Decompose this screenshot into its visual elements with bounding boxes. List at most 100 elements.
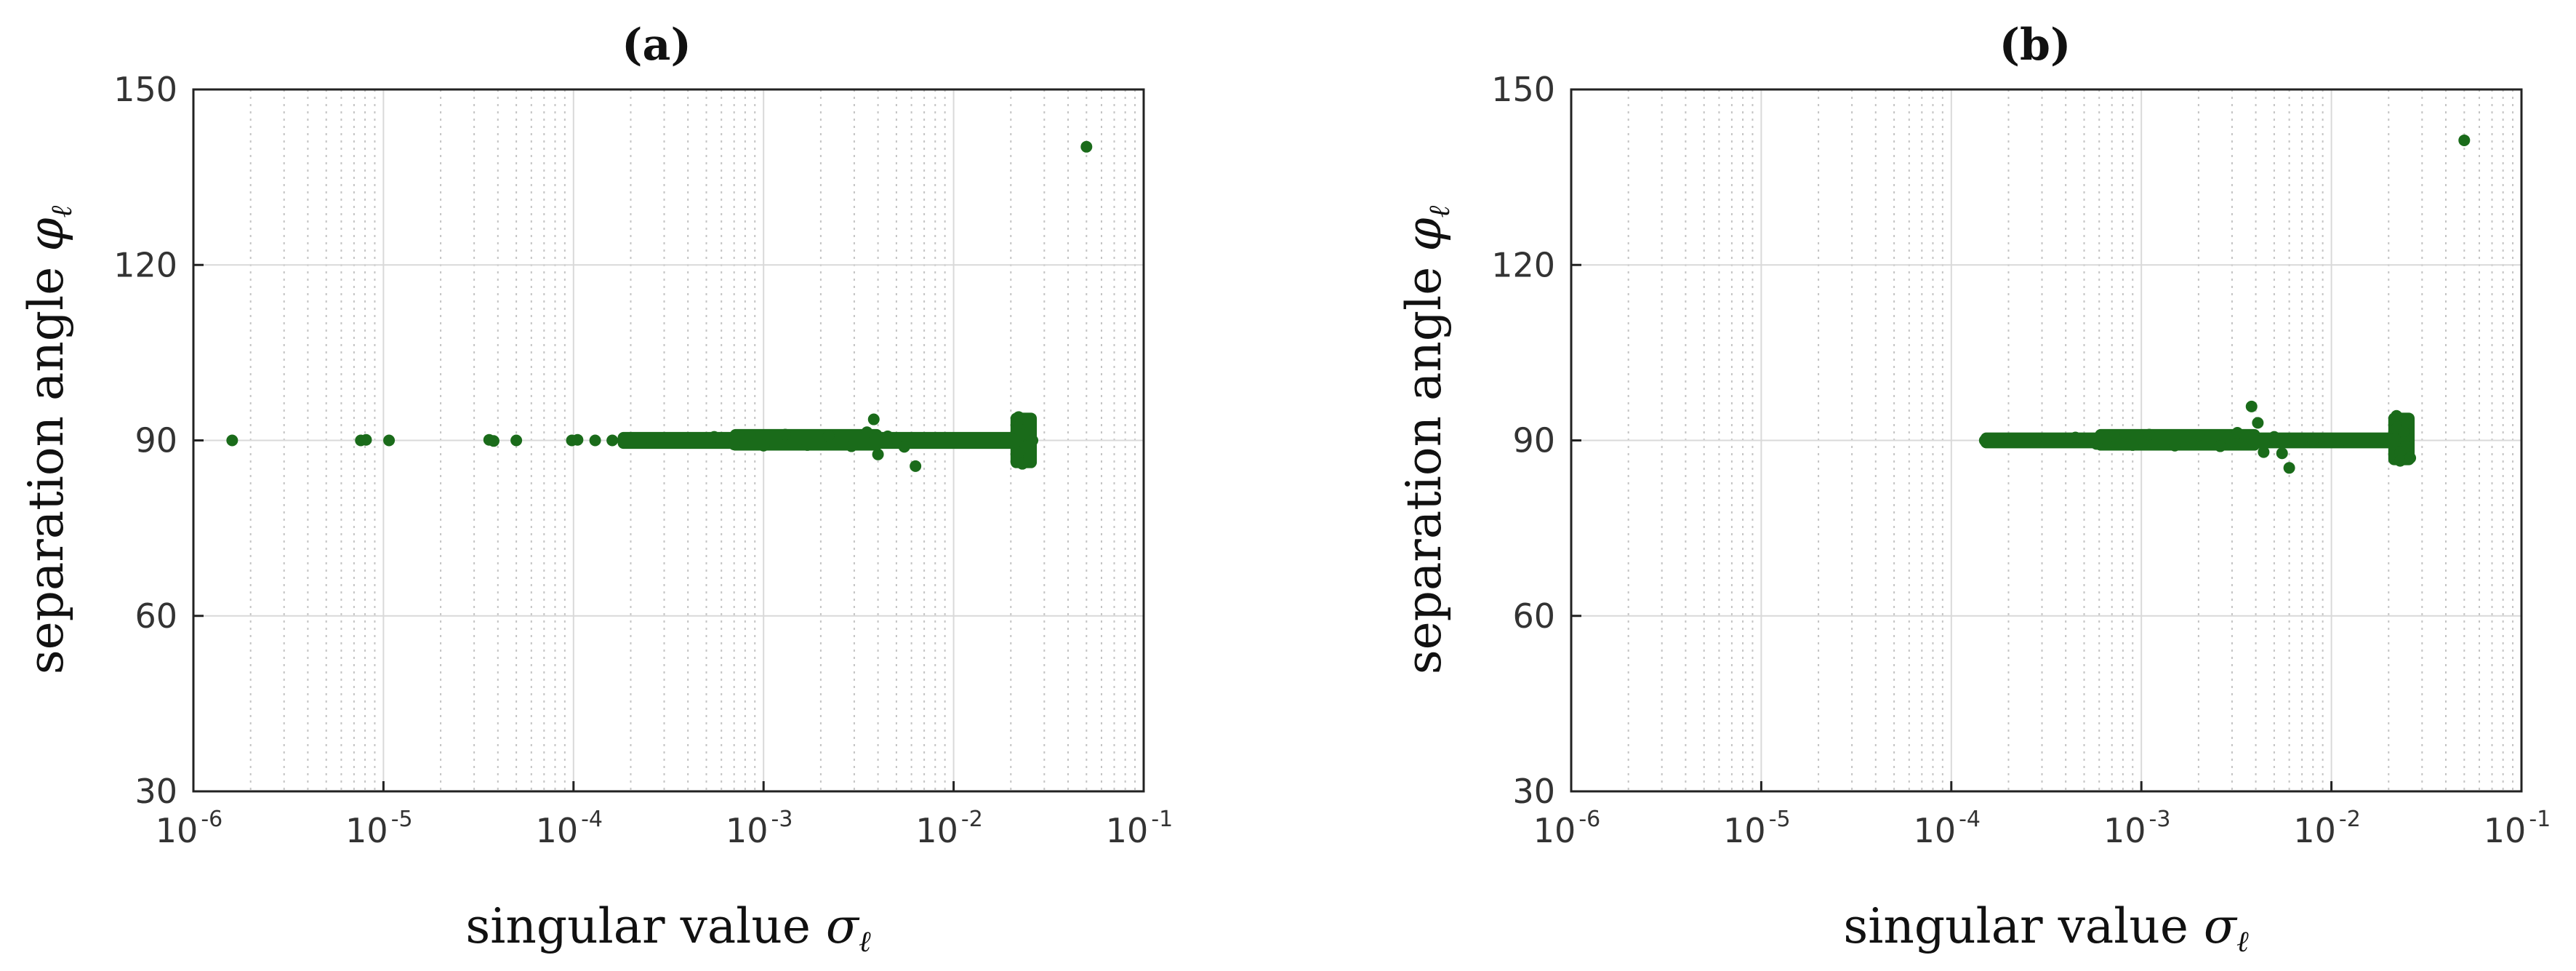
y-tick-label: 90 xyxy=(1512,421,1555,460)
y-tick-label: 90 xyxy=(135,421,177,460)
data-point xyxy=(758,439,770,452)
x-tick-label: 10 -5 xyxy=(1723,807,1790,850)
data-point xyxy=(898,441,910,453)
data-point xyxy=(510,434,523,447)
data-point xyxy=(801,439,814,451)
data-point xyxy=(2401,417,2413,429)
data-point xyxy=(2245,400,2258,412)
data-point xyxy=(2069,431,2082,444)
data-point xyxy=(2394,455,2407,467)
data-point xyxy=(923,434,936,447)
y-tick-label: 30 xyxy=(1512,772,1555,811)
data-point xyxy=(2010,435,2023,447)
data-point xyxy=(2169,439,2181,452)
x-tick-label: 10 -2 xyxy=(2293,807,2360,850)
data-point xyxy=(1023,452,1035,464)
data-point xyxy=(1080,140,1093,153)
data-point xyxy=(872,448,884,460)
data-point xyxy=(2268,431,2280,443)
data-point xyxy=(2340,434,2353,447)
data-point xyxy=(975,434,987,447)
panel-b: (b) 10 -6 10 -5 10 -4 10 -3 10 -2 10 -1 30 60 90 120 15… xyxy=(1396,20,2551,959)
data-point xyxy=(226,434,238,447)
data-point xyxy=(1000,434,1013,447)
data-point xyxy=(2231,427,2244,439)
panel-a-title: (a) xyxy=(622,20,691,71)
data-point xyxy=(779,428,791,441)
x-tick-label: 10 -4 xyxy=(536,807,603,850)
data-point xyxy=(666,432,678,444)
data-point xyxy=(947,434,960,447)
panel-a-y-axis-label: separation angle φℓ xyxy=(18,205,79,674)
data-point xyxy=(571,433,584,446)
x-tick-label: 10 -3 xyxy=(726,807,793,850)
y-tick-label: 60 xyxy=(1512,596,1555,636)
data-point xyxy=(2127,439,2139,451)
x-tick-label: 10 -1 xyxy=(2484,807,2551,850)
data-point xyxy=(2391,409,2403,422)
data-point xyxy=(383,434,396,447)
data-point xyxy=(2108,430,2120,442)
data-point xyxy=(2397,425,2410,438)
data-point xyxy=(2401,440,2413,452)
x-tick-label: 10 -3 xyxy=(2103,807,2170,850)
panel-a-y-ticks: 30 60 90 120 150 xyxy=(113,70,204,811)
y-tick-label: 30 xyxy=(135,772,177,811)
data-point xyxy=(1016,428,1029,441)
data-point xyxy=(2252,417,2264,429)
data-point xyxy=(646,436,659,448)
data-point xyxy=(708,431,721,443)
data-point xyxy=(686,436,698,449)
panel-a-x-axis-label: singular value σℓ xyxy=(465,898,871,959)
data-point xyxy=(2090,438,2103,450)
panel-a: (a) 10 -6 10 -5 10 -4 10 -3 10 -2 10 -1 30 60 90 120 15… xyxy=(18,20,1173,959)
y-tick-label: 60 xyxy=(135,596,177,636)
panel-b-points xyxy=(1978,134,2471,474)
data-point xyxy=(846,440,858,452)
y-tick-label: 120 xyxy=(1491,245,1555,284)
data-point xyxy=(861,426,873,439)
data-point xyxy=(744,429,756,441)
panel-a-points xyxy=(226,140,1093,472)
data-point xyxy=(2258,446,2270,458)
x-tick-label: 10 -6 xyxy=(1533,807,1600,850)
y-tick-label: 120 xyxy=(113,245,177,284)
panel-a-x-ticks: 10 -6 10 -5 10 -4 10 -3 10 -2 10 -1 xyxy=(156,781,1173,850)
data-point xyxy=(1978,434,1991,447)
data-point xyxy=(1013,411,1025,423)
x-tick-label: 10 -5 xyxy=(345,807,412,850)
panel-b-y-axis-label: separation angle φℓ xyxy=(1396,205,1456,674)
x-tick-label: 10 -2 xyxy=(915,807,982,850)
data-point xyxy=(867,413,880,425)
data-point xyxy=(881,430,894,442)
point-cluster xyxy=(2269,433,2402,447)
panel-b-x-ticks: 10 -6 10 -5 10 -4 10 -3 10 -2 10 -1 xyxy=(1533,781,2551,850)
data-point xyxy=(728,439,740,451)
data-point xyxy=(487,435,499,447)
data-point xyxy=(1994,433,2006,446)
data-point xyxy=(2276,447,2288,460)
data-point xyxy=(2283,462,2295,474)
data-point xyxy=(2307,434,2319,447)
data-point xyxy=(1023,417,1035,429)
data-point xyxy=(2192,429,2204,441)
data-point xyxy=(2214,440,2226,452)
y-tick-label: 150 xyxy=(113,70,177,109)
y-tick-label: 150 xyxy=(1491,70,1555,109)
data-point xyxy=(606,434,619,447)
data-point xyxy=(910,460,922,472)
data-point xyxy=(822,430,835,442)
data-point xyxy=(589,434,601,447)
data-point xyxy=(2369,434,2381,447)
panel-b-x-axis-label: singular value σℓ xyxy=(1843,898,2249,959)
data-point xyxy=(2404,452,2417,464)
panel-b-y-ticks: 30 60 90 120 150 xyxy=(1491,70,1581,811)
data-point xyxy=(2458,134,2471,146)
data-point xyxy=(1027,434,1039,447)
data-point xyxy=(360,433,372,446)
x-tick-label: 10 -1 xyxy=(1106,807,1173,850)
data-point xyxy=(2030,433,2042,445)
data-point xyxy=(625,433,637,445)
data-point xyxy=(2143,428,2156,441)
